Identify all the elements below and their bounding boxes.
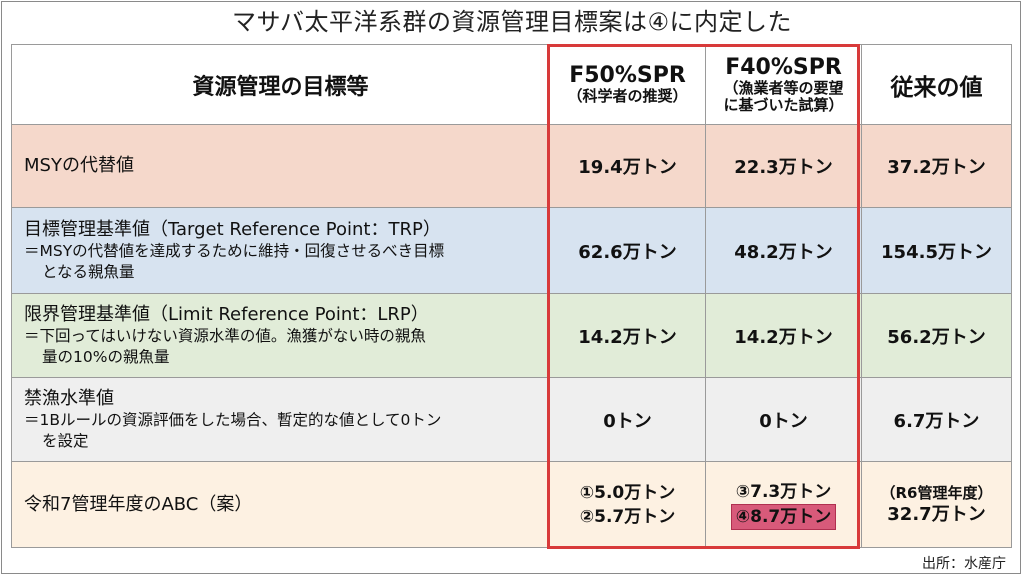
header-f40-sub2: に基づいた試算） xyxy=(723,95,844,114)
cell-trp-prev: 154.5万トン xyxy=(861,207,1012,294)
abc-option-3: ③7.3万トン xyxy=(735,481,832,502)
header-row: 資源管理の目標等 F50%SPR （科学者の推奨） F40%SPR （漁業者等の… xyxy=(11,44,1012,125)
header-f50: F50%SPR （科学者の推奨） xyxy=(549,44,706,125)
cell-lrp-f50: 14.2万トン xyxy=(549,293,706,378)
row-desc-trp-2: となる親魚量 xyxy=(42,262,135,281)
cell-trp-f40: 48.2万トン xyxy=(705,207,862,294)
cell-abc-f50: ①5.0万トン ②5.7万トン xyxy=(549,461,706,548)
abc-option-4-highlighted: ④8.7万トン xyxy=(730,503,837,530)
abc-option-1: ①5.0万トン xyxy=(579,482,676,503)
header-label: 資源管理の目標等 xyxy=(11,44,550,125)
management-target-table: 資源管理の目標等 F50%SPR （科学者の推奨） F40%SPR （漁業者等の… xyxy=(11,44,1012,548)
row-name-ban: 禁漁水準値 xyxy=(24,387,114,409)
row-name-trp: 目標管理基準値（Target Reference Point：TRP） xyxy=(24,218,441,240)
row-desc-trp-1: ＝MSYの代替値を達成するために維持・回復させるべき目標 xyxy=(24,241,445,260)
cell-ban-f40: 0トン xyxy=(705,377,862,462)
row-desc-ban-2: を設定 xyxy=(42,431,89,450)
header-f50-main: F50%SPR xyxy=(569,63,686,88)
cell-msy-f40: 22.3万トン xyxy=(705,124,862,208)
cell-msy-prev: 37.2万トン xyxy=(861,124,1012,208)
cell-ban-prev: 6.7万トン xyxy=(861,377,1012,462)
row-name-abc: 令和7管理年度のABC（案） xyxy=(24,493,253,515)
row-desc-lrp-2: 量の10%の親魚量 xyxy=(42,347,170,366)
row-desc-ban-1: ＝1Bルールの資源評価をした場合、暫定的な値として0トン xyxy=(24,410,442,429)
table-row-lrp: 限界管理基準値（Limit Reference Point：LRP） ＝下回って… xyxy=(11,293,1012,378)
header-f40-sub1: （漁業者等の要望 xyxy=(723,78,844,97)
source-note: 出所：水産庁 xyxy=(922,556,1006,572)
abc-option-2: ②5.7万トン xyxy=(579,506,676,527)
row-name-lrp: 限界管理基準値（Limit Reference Point：LRP） xyxy=(24,303,429,325)
table-row-abc: 令和7管理年度のABC（案） ①5.0万トン ②5.7万トン ③7.3万トン ④… xyxy=(11,461,1012,548)
abc-prev-year-label: （R6管理年度） xyxy=(880,483,993,502)
header-f40-main: F40%SPR xyxy=(725,54,842,80)
cell-trp-f50: 62.6万トン xyxy=(549,207,706,294)
header-prev: 従来の値 xyxy=(861,44,1012,125)
table-row-msy: MSYの代替値 19.4万トン 22.3万トン 37.2万トン xyxy=(11,124,1012,208)
cell-ban-f50: 0トン xyxy=(549,377,706,462)
cell-lrp-f40: 14.2万トン xyxy=(705,293,862,378)
header-f50-sub: （科学者の推奨） xyxy=(567,87,688,105)
header-f40: F40%SPR （漁業者等の要望 に基づいた試算） xyxy=(705,44,862,125)
row-name-msy: MSYの代替値 xyxy=(24,155,134,176)
cell-abc-prev: （R6管理年度） 32.7万トン xyxy=(861,461,1012,548)
cell-abc-f40: ③7.3万トン ④8.7万トン xyxy=(705,461,862,548)
abc-prev-value: 32.7万トン xyxy=(887,503,986,525)
cell-lrp-prev: 56.2万トン xyxy=(861,293,1012,378)
page-title: マサバ太平洋系群の資源管理目標案は④に内定した xyxy=(231,8,793,36)
table-row-ban: 禁漁水準値 ＝1Bルールの資源評価をした場合、暫定的な値として0トン を設定 0… xyxy=(11,377,1012,462)
cell-msy-f50: 19.4万トン xyxy=(549,124,706,208)
row-desc-lrp-1: ＝下回ってはいけない資源水準の値。漁獲がない時の親魚 xyxy=(24,326,426,345)
table-row-trp: 目標管理基準値（Target Reference Point：TRP） ＝MSY… xyxy=(11,207,1012,294)
